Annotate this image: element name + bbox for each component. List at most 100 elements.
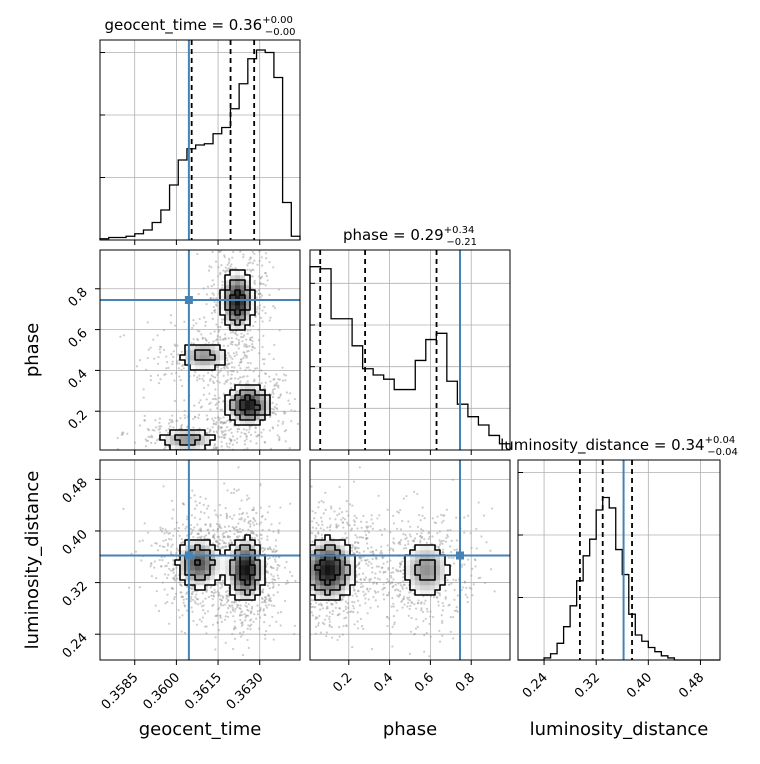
- scatter-point: [402, 595, 406, 598]
- scatter-point: [420, 532, 423, 535]
- scatter-point: [392, 549, 395, 552]
- scatter-point: [377, 590, 380, 593]
- density-cell: [245, 285, 251, 291]
- scatter-point: [290, 420, 293, 423]
- scatter-point: [438, 530, 441, 533]
- scatter-point: [281, 622, 283, 624]
- scatter-point: [215, 430, 219, 433]
- scatter-point: [293, 568, 295, 570]
- density-cell: [205, 570, 211, 576]
- scatter-point: [260, 275, 264, 278]
- scatter-point: [223, 382, 226, 385]
- density-cell: [345, 545, 351, 551]
- density-cell: [330, 550, 336, 556]
- scatter-point: [239, 250, 242, 253]
- scatter-point: [302, 629, 304, 631]
- scatter-point: [351, 600, 354, 604]
- scatter-point: [175, 547, 179, 550]
- scatter-point: [276, 434, 279, 437]
- scatter-point: [385, 581, 388, 584]
- scatter-point: [284, 599, 287, 603]
- density-cell: [405, 565, 411, 571]
- scatter-point: [202, 609, 205, 612]
- scatter-point: [216, 380, 219, 383]
- scatter-point: [209, 429, 212, 432]
- scatter-point: [217, 416, 220, 420]
- density-cell: [230, 310, 236, 316]
- scatter-point: [344, 616, 348, 619]
- scatter-point: [210, 590, 213, 594]
- scatter-point: [259, 482, 262, 485]
- density-cell: [235, 565, 241, 571]
- scatter-point: [181, 614, 184, 617]
- scatter-point: [217, 428, 220, 431]
- scatter-point: [222, 535, 225, 538]
- scatter-point: [260, 431, 263, 434]
- scatter-point: [403, 603, 406, 606]
- density-cell: [180, 575, 186, 581]
- density-cell: [225, 565, 231, 571]
- density-cell: [350, 565, 356, 571]
- scatter-point: [239, 604, 242, 607]
- scatter-point: [182, 598, 185, 601]
- density-cell: [225, 280, 231, 286]
- density-cell: [250, 420, 256, 426]
- density-cell: [205, 575, 211, 581]
- density-cell: [230, 315, 236, 321]
- scatter-point: [428, 655, 431, 658]
- scatter-point: [249, 525, 252, 528]
- scatter-point: [199, 527, 202, 530]
- scatter-point: [489, 568, 493, 571]
- scatter-point: [307, 553, 309, 555]
- density-cell: [345, 575, 351, 581]
- scatter-point: [428, 622, 431, 625]
- density-cell: [225, 570, 231, 576]
- scatter-point: [190, 597, 193, 600]
- scatter-point: [146, 356, 149, 360]
- density-cell: [340, 570, 346, 576]
- scatter-point: [238, 382, 241, 385]
- scatter-point: [173, 463, 175, 465]
- density-cell: [230, 275, 236, 281]
- scatter-point: [142, 396, 145, 399]
- scatter-point: [382, 593, 385, 596]
- density-cell: [200, 580, 206, 586]
- scatter-point: [257, 538, 260, 541]
- scatter-point: [255, 310, 258, 314]
- scatter-point: [234, 377, 237, 380]
- scatter-point: [252, 268, 255, 272]
- scatter-point: [251, 346, 254, 349]
- scatter-point: [152, 467, 154, 469]
- density-cell: [220, 310, 226, 316]
- scatter-point: [249, 361, 252, 365]
- density-cell: [205, 360, 211, 366]
- scatter-point: [185, 525, 188, 528]
- scatter-point: [173, 399, 177, 403]
- density-cell: [250, 565, 256, 571]
- density-cell: [220, 305, 226, 311]
- scatter-point: [346, 521, 349, 524]
- scatter-point: [238, 606, 241, 610]
- scatter-point: [156, 549, 160, 552]
- scatter-point: [193, 374, 196, 377]
- scatter-point: [353, 514, 356, 518]
- scatter-point: [289, 509, 291, 511]
- scatter-point: [216, 590, 220, 593]
- density-cell: [185, 355, 191, 361]
- scatter-point: [272, 585, 275, 588]
- scatter-point: [277, 528, 280, 532]
- scatter-point: [423, 538, 426, 541]
- scatter-point: [256, 367, 259, 370]
- scatter-point: [231, 343, 234, 346]
- scatter-point: [272, 567, 275, 570]
- scatter-point: [214, 260, 218, 263]
- scatter-point: [441, 621, 444, 624]
- scatter-point: [202, 287, 205, 290]
- scatter-point: [186, 518, 189, 521]
- scatter-point: [278, 329, 281, 332]
- density-cell: [225, 575, 231, 581]
- scatter-point: [408, 652, 411, 655]
- scatter-point: [272, 530, 275, 533]
- scatter-point: [322, 528, 325, 531]
- scatter-point: [310, 602, 313, 605]
